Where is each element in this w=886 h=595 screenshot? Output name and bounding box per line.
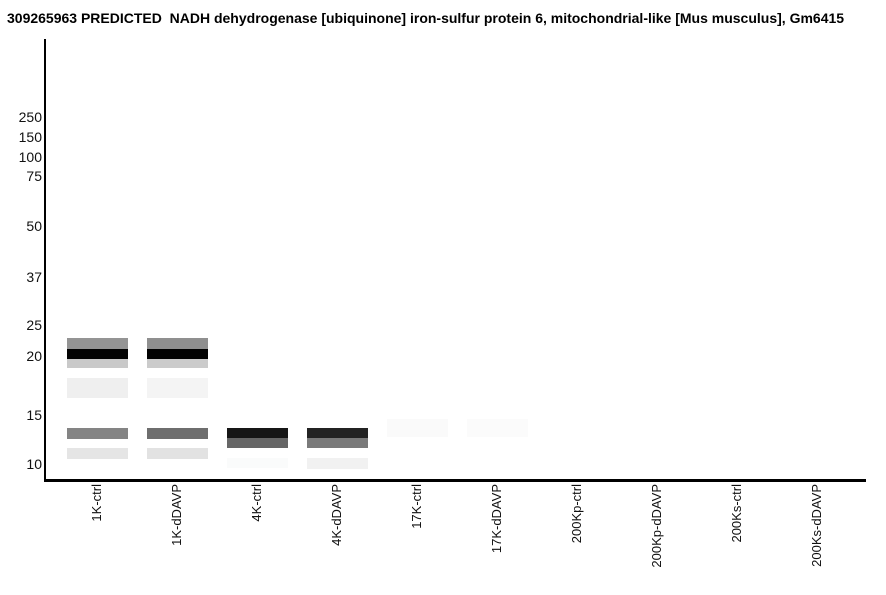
protein-band: [306, 428, 368, 438]
mw-marker-label: 20: [26, 348, 42, 364]
protein-band: [146, 359, 208, 368]
protein-band: [226, 428, 288, 438]
lane-label: 200Kp-ctrl: [569, 484, 584, 544]
protein-band: [66, 338, 128, 349]
protein-band: [466, 419, 528, 437]
protein-band: [66, 359, 128, 368]
protein-band: [386, 419, 448, 437]
mw-marker-label: 100: [18, 149, 42, 165]
protein-band: [146, 349, 208, 359]
y-axis-line: [44, 39, 46, 482]
protein-band: [66, 378, 128, 398]
lane-label: 4K-dDAVP: [329, 484, 344, 546]
protein-band: [226, 438, 288, 448]
protein-band: [146, 338, 208, 349]
mw-marker-label: 150: [18, 129, 42, 145]
mw-marker-label: 15: [26, 407, 42, 423]
protein-band: [66, 428, 128, 439]
figure-title: 309265963 PREDICTED NADH dehydrogenase […: [7, 10, 845, 26]
lane-label: 4K-ctrl: [249, 484, 264, 522]
lane-label: 17K-dDAVP: [489, 484, 504, 554]
lane-label: 200Kp-dDAVP: [649, 484, 664, 568]
mw-marker-label: 10: [26, 456, 42, 472]
protein-band: [66, 448, 128, 459]
lane-label: 200Ks-dDAVP: [809, 484, 824, 567]
protein-band: [146, 378, 208, 398]
protein-band: [66, 349, 128, 359]
x-axis-line: [44, 479, 866, 482]
mw-marker-label: 37: [26, 269, 42, 285]
mw-marker-label: 75: [26, 168, 42, 184]
lane-label: 1K-dDAVP: [169, 484, 184, 546]
protein-band: [226, 458, 288, 468]
protein-band: [146, 448, 208, 459]
protein-band: [146, 428, 208, 439]
mw-marker-label: 25: [26, 317, 42, 333]
protein-band: [306, 458, 368, 469]
lane-label: 200Ks-ctrl: [729, 484, 744, 543]
mw-marker-label: 50: [26, 218, 42, 234]
protein-band: [306, 438, 368, 448]
lane-label: 1K-ctrl: [89, 484, 104, 522]
lane-label: 17K-ctrl: [409, 484, 424, 529]
mw-marker-label: 250: [18, 109, 42, 125]
